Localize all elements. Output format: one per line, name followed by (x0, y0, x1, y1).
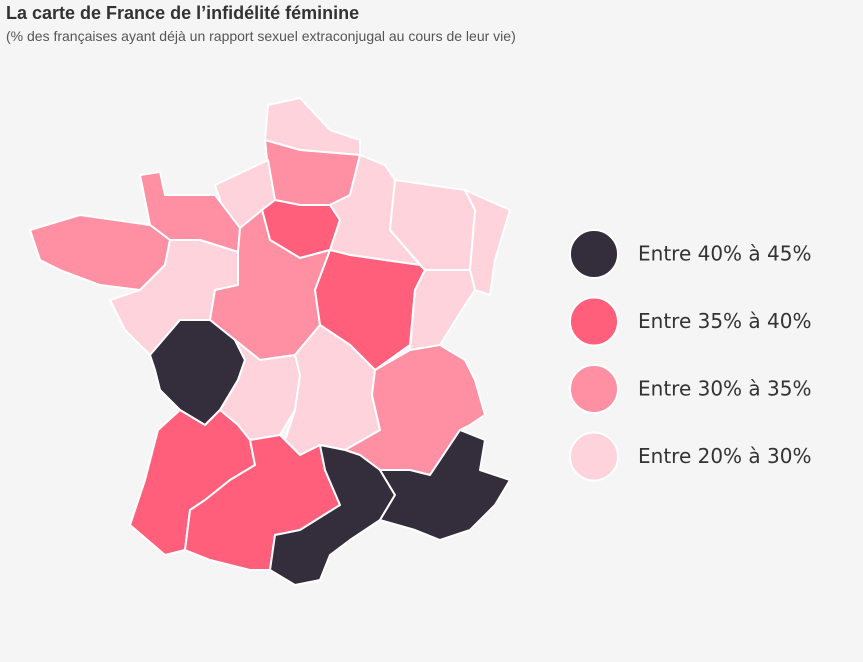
legend-swatch (569, 364, 619, 414)
region (29, 214, 171, 291)
region (464, 189, 511, 296)
legend-label: Entre 30% à 35% (638, 377, 811, 401)
region (269, 444, 396, 586)
legend-swatch (569, 229, 619, 279)
subtitle: (% des françaises ayant déjà un rapport … (6, 28, 516, 44)
legend-swatch (569, 296, 619, 347)
france-map (29, 97, 511, 586)
legend-label: Entre 40% à 45% (638, 242, 811, 266)
legend-label: Entre 35% à 40% (638, 309, 811, 333)
legend-swatch (569, 431, 619, 482)
title: La carte de France de l’infidélité fémin… (6, 3, 359, 23)
region (409, 269, 476, 351)
region (379, 429, 511, 541)
legend-label: Entre 20% à 30% (638, 444, 811, 468)
legend: Entre 40% à 45% Entre 35% à 40% Entre 30% … (569, 229, 811, 482)
